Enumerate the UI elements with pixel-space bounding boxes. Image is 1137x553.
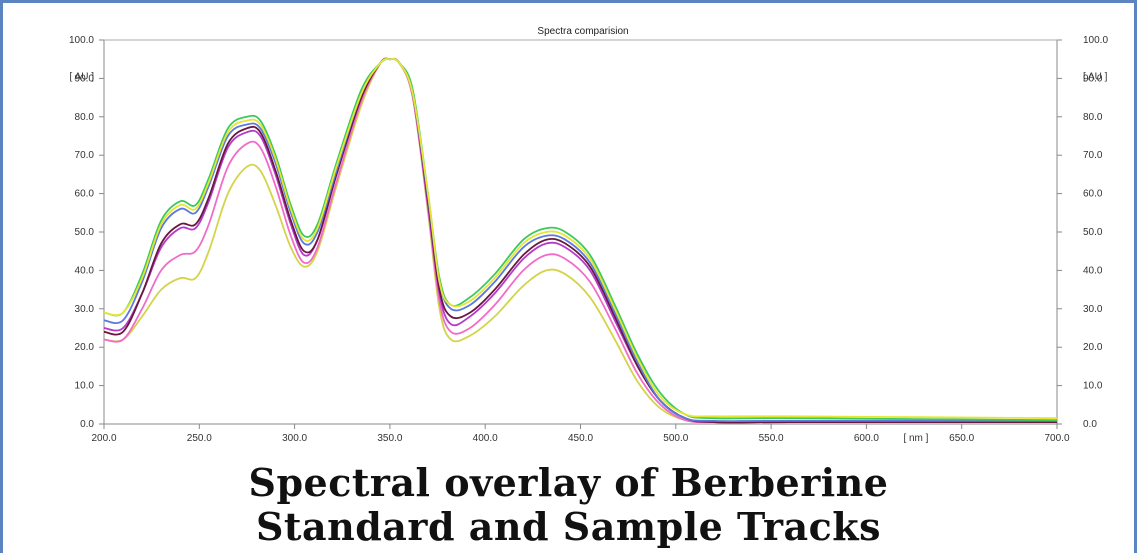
spectrum-line-4	[103, 57, 1057, 424]
y-tick-label-right: 60.0	[1083, 189, 1103, 200]
spectra-chart: Spectra comparision 0.0 0.0 10.0 10.0 20.0 20…	[69, 26, 1108, 444]
y-tick-label-right: 40.0	[1083, 265, 1103, 276]
frame-border-right	[1134, 0, 1137, 553]
spectrum-line-5	[103, 58, 1057, 423]
y-tick-label-right: 70.0	[1083, 150, 1103, 161]
x-tick-label: 300.0	[282, 433, 307, 444]
y-tick-label-left: 90.0	[75, 73, 95, 84]
y-tick-label-right: 100.0	[1083, 35, 1108, 46]
chart-series-group	[103, 57, 1058, 424]
y-tick-label-left: 50.0	[75, 227, 95, 238]
caption-line-2: Standard and Sample Tracks	[255, 504, 881, 549]
frame-border-top	[0, 0, 1137, 3]
y-tick-label-left: 40.0	[75, 265, 95, 276]
y-axis-label-left: [ AU ]	[70, 71, 95, 82]
x-tick-label: 400.0	[473, 433, 498, 444]
caption-line-1: Spectral overlay of Berberine	[248, 460, 889, 505]
spectrum-line-1	[103, 57, 1057, 424]
x-tick-label: 500.0	[663, 433, 688, 444]
y-tick-label-left: 70.0	[75, 150, 95, 161]
spectrum-line-7	[103, 58, 1058, 420]
y-tick-label-left: 60.0	[75, 189, 95, 200]
x-tick-label: 450.0	[568, 433, 593, 444]
y-tick-label-right: 90.0	[1083, 73, 1103, 84]
y-tick-label-right: 10.0	[1083, 381, 1103, 392]
x-tick-label: 550.0	[759, 433, 784, 444]
y-tick-label-right: 20.0	[1083, 342, 1103, 353]
y-tick-label-right: 0.0	[1083, 419, 1097, 430]
spectrum-line-2	[103, 57, 1057, 424]
y-axis-label-right: [ AU ]	[1083, 71, 1108, 82]
x-tick-label: 650.0	[949, 433, 974, 444]
x-tick-label: 600.0	[854, 433, 879, 444]
y-tick-label-right: 50.0	[1083, 227, 1103, 238]
y-tick-label-left: 0.0	[80, 419, 94, 430]
spectrum-line-3	[103, 57, 1057, 424]
y-tick-label-left: 30.0	[75, 304, 95, 315]
y-tick-label-right: 30.0	[1083, 304, 1103, 315]
chart-axes: 0.0 0.0 10.0 10.0 20.0 20.0 30.0 30.0 40.0 40.0 50…	[69, 35, 1108, 444]
y-tick-label-left: 100.0	[69, 35, 94, 46]
spectrum-line-6	[103, 58, 1058, 422]
x-axis-label: [ nm ]	[903, 433, 928, 444]
x-tick-label: 350.0	[377, 433, 402, 444]
x-tick-label: 200.0	[91, 433, 116, 444]
y-tick-label-left: 80.0	[75, 112, 95, 123]
chart-title: Spectra comparision	[537, 26, 628, 37]
y-tick-label-left: 10.0	[75, 381, 95, 392]
y-tick-label-left: 20.0	[75, 342, 95, 353]
frame-border-left	[0, 0, 3, 553]
y-tick-label-right: 80.0	[1083, 112, 1103, 123]
x-tick-label: 700.0	[1044, 433, 1069, 444]
x-tick-label: 250.0	[187, 433, 212, 444]
